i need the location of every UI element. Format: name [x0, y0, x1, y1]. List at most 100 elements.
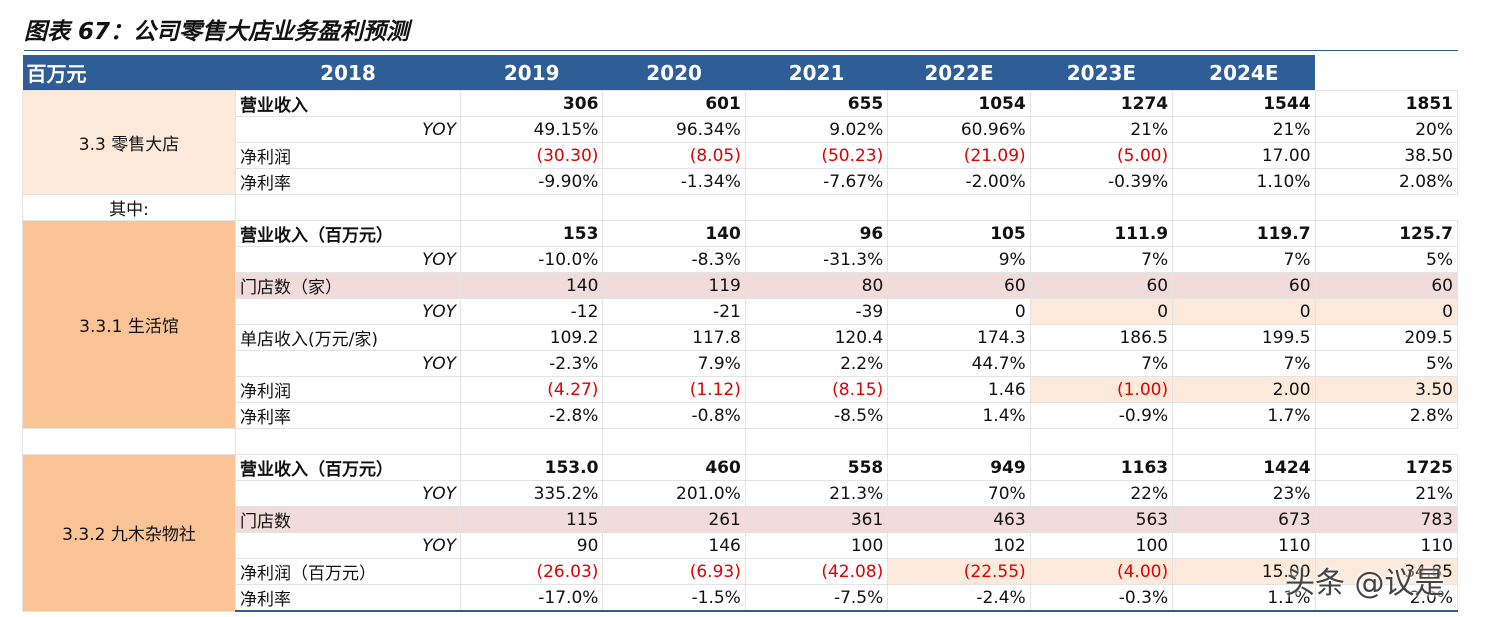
value-cell: 0 — [1029, 298, 1174, 325]
value-cell: 0 — [887, 298, 1031, 325]
value-cell: -0.39% — [1029, 168, 1174, 195]
value-cell: 120.4 — [744, 324, 889, 351]
section-label: 其中: — [22, 194, 236, 221]
empty-cell — [887, 194, 1031, 221]
section-row: 其中: — [22, 194, 1458, 221]
value-cell: 17.00 — [1172, 142, 1316, 169]
value-cell: 7% — [1172, 246, 1316, 273]
header-cell: 2021 — [788, 60, 845, 85]
data-row: YOY -2.3% 7.9% 2.2% 44.7% 7% 7% 5% — [23, 350, 1459, 377]
value-cell: -0.8% — [602, 402, 746, 429]
data-row: 净利润 (30.30) (8.05) (50.23) (21.09) (5.00) 17.0… — [23, 142, 1459, 169]
value-cell: 563 — [1029, 506, 1174, 533]
value-cell: 110 — [1314, 532, 1459, 559]
watermark: 头条 @议是 — [1285, 566, 1445, 601]
value-cell: 140 — [602, 220, 746, 247]
value-cell: 2.8% — [1314, 402, 1459, 429]
value-cell: -1.34% — [602, 168, 746, 195]
header-row: 百万元 2018 2019 2020 2021 2022E 2023E 2024E — [22, 55, 1458, 91]
value-cell: 9% — [887, 246, 1031, 273]
value-cell: 80 — [744, 272, 889, 299]
data-row: 净利率 -2.8% -0.8% -8.5% 1.4% -0.9% 1.7% 2.8% — [23, 402, 1459, 429]
value-cell: 783 — [1314, 506, 1459, 533]
value-cell: 21.3% — [744, 480, 889, 507]
data-row: 门店数（家） 140 119 80 60 60 60 60 — [22, 272, 1459, 299]
header-cell: 百万元 — [26, 62, 87, 86]
empty-cell — [1029, 428, 1174, 455]
value-cell: 60.96% — [887, 116, 1031, 143]
row-label: 单店收入(万元/家) — [235, 324, 461, 351]
data-row: 3.3.2 九木杂物社 营业收入（百万元） 153.0 460 558 949 1163 14… — [22, 454, 1459, 612]
value-cell: 153 — [459, 220, 604, 247]
row-label: YOY — [235, 246, 461, 273]
value-cell: (22.55) — [887, 558, 1031, 585]
header-cell: 2018 — [320, 60, 376, 85]
row-label: 净利率 — [235, 584, 461, 612]
title: 图表 67：公司零售大店业务盈利预测 — [24, 12, 1458, 51]
value-cell: 22% — [1029, 480, 1174, 507]
value-cell: 21% — [1172, 116, 1316, 143]
value-cell: (42.08) — [744, 558, 889, 585]
value-cell: 1.4% — [887, 402, 1031, 429]
value-cell: -39 — [744, 298, 889, 325]
value-cell: 186.5 — [1029, 324, 1174, 351]
value-cell: -0.9% — [1029, 402, 1174, 429]
value-cell: (5.00) — [1029, 142, 1174, 169]
value-cell: (1.00) — [1029, 376, 1174, 403]
value-cell: 146 — [602, 532, 746, 559]
value-cell: -9.90% — [459, 168, 604, 195]
value-cell: 9.02% — [744, 116, 889, 143]
empty-cell — [744, 428, 889, 455]
value-cell: 2.00 — [1172, 376, 1316, 403]
value-cell: 70% — [887, 480, 1031, 507]
value-cell: 60 — [887, 272, 1031, 299]
data-row: 净利率 -9.90% -1.34% -7.67% -2.00% -0.39% 1.10% 2.… — [23, 168, 1459, 195]
value-cell: 44.7% — [887, 350, 1031, 377]
value-cell: 199.5 — [1172, 324, 1316, 351]
data-row: 单店收入(万元/家) 109.2 117.8 120.4 174.3 186.5 199.5… — [23, 324, 1459, 351]
value-cell: 7% — [1172, 350, 1316, 377]
value-cell: (8.05) — [602, 142, 746, 169]
row-label: 门店数 — [235, 506, 461, 533]
value-cell: 601 — [602, 90, 746, 117]
row-label: YOY — [235, 532, 461, 559]
value-cell: 15.00 — [1172, 558, 1316, 585]
row-label: YOY — [235, 298, 461, 325]
value-cell: (4.27) — [459, 376, 604, 403]
value-cell: 0 — [1172, 298, 1316, 325]
value-cell: -17.0% — [459, 584, 604, 612]
value-cell: 90 — [459, 532, 604, 559]
header-cell: 2023E — [1066, 60, 1137, 85]
value-cell: -2.4% — [887, 584, 1031, 612]
value-cell: (8.15) — [744, 376, 889, 403]
empty-cell — [1172, 194, 1316, 221]
empty-cell — [235, 194, 461, 221]
value-cell: -7.5% — [744, 584, 889, 612]
value-cell: -8.5% — [744, 402, 889, 429]
value-cell: (1.12) — [602, 376, 746, 403]
row-label: YOY — [235, 350, 461, 377]
value-cell: 110 — [1172, 532, 1316, 559]
value-cell: 38.50 — [1314, 142, 1459, 169]
value-cell: -10.0% — [459, 246, 604, 273]
value-cell: 96.34% — [602, 116, 746, 143]
value-cell: 1.1% — [1172, 584, 1316, 612]
value-cell: 7.9% — [602, 350, 746, 377]
header-cell: 2024E — [1209, 60, 1279, 85]
header-cell: 2020 — [646, 60, 702, 85]
value-cell: -0.3% — [1029, 584, 1174, 612]
row-label: 净利润（百万元） — [235, 558, 461, 585]
value-cell: 1.46 — [887, 376, 1031, 403]
value-cell: 21% — [1029, 116, 1174, 143]
row-label: 营业收入 — [235, 90, 461, 117]
value-cell: 119 — [602, 272, 746, 299]
data-row: YOY 335.2% 201.0% 21.3% 70% 22% 23% 21% — [23, 480, 1459, 507]
value-cell: -12 — [459, 298, 604, 325]
value-cell: 174.3 — [887, 324, 1031, 351]
value-cell: 2.2% — [744, 350, 889, 377]
header-cell: 2022E — [924, 60, 994, 85]
value-cell: -2.00% — [887, 168, 1031, 195]
value-cell: 140 — [459, 272, 604, 299]
value-cell: 1.7% — [1172, 402, 1316, 429]
data-row: 3.3 零售大店 营业收入 306 601 655 1054 1274 1544 1851 — [22, 90, 1459, 195]
